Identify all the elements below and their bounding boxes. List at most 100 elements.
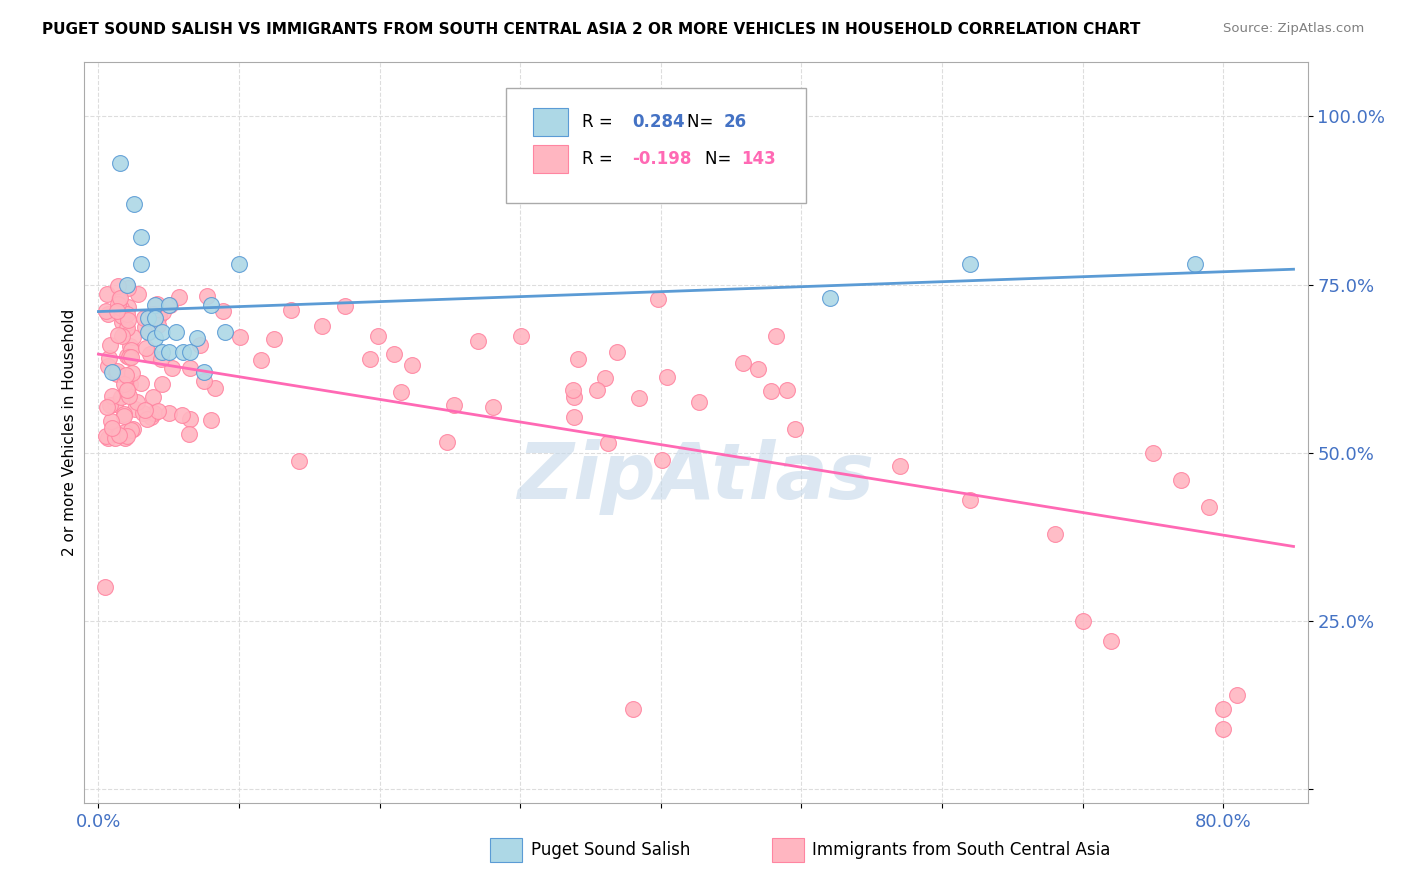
Point	[228, 330, 250, 344]
Point	[121, 423, 143, 437]
Y-axis label: 2 or more Vehicles in Household: 2 or more Vehicles in Household	[62, 309, 77, 557]
Point	[115, 277, 138, 292]
Point	[172, 344, 194, 359]
Point	[139, 409, 162, 424]
Point	[103, 427, 125, 442]
Point	[761, 384, 783, 398]
Point	[112, 409, 135, 424]
Point	[747, 361, 769, 376]
Point	[157, 406, 180, 420]
Point	[1099, 634, 1122, 648]
Text: ZipAtlas: ZipAtlas	[517, 439, 875, 515]
Point	[481, 400, 503, 414]
Point	[401, 359, 423, 373]
FancyBboxPatch shape	[491, 838, 522, 862]
Point	[117, 313, 139, 327]
Text: 143: 143	[741, 151, 776, 169]
Point	[150, 325, 173, 339]
Point	[1142, 446, 1164, 460]
Point	[129, 257, 152, 271]
Point	[105, 366, 128, 380]
Point	[134, 402, 156, 417]
Point	[467, 334, 489, 348]
Point	[250, 353, 273, 368]
Text: Source: ZipAtlas.com: Source: ZipAtlas.com	[1223, 22, 1364, 36]
Point	[200, 298, 222, 312]
Point	[97, 431, 120, 445]
Point	[562, 390, 585, 404]
Point	[120, 350, 142, 364]
Point	[97, 306, 120, 320]
Point	[152, 305, 174, 319]
Point	[94, 429, 117, 443]
Point	[122, 330, 145, 344]
Point	[263, 332, 285, 346]
Text: N=: N=	[704, 151, 737, 169]
Text: R =: R =	[582, 151, 619, 169]
Point	[107, 292, 129, 306]
FancyBboxPatch shape	[533, 108, 568, 136]
Point	[150, 351, 173, 366]
Point	[167, 290, 190, 304]
Point	[160, 361, 183, 376]
FancyBboxPatch shape	[506, 88, 806, 203]
Point	[96, 304, 118, 318]
Point	[125, 395, 148, 409]
Point	[367, 329, 389, 343]
Point	[114, 425, 136, 440]
Point	[107, 297, 129, 311]
Point	[142, 307, 165, 321]
Point	[107, 328, 129, 343]
Point	[200, 412, 222, 426]
Point	[280, 302, 302, 317]
Point	[143, 311, 166, 326]
Point	[118, 389, 141, 403]
Point	[94, 581, 117, 595]
Point	[105, 368, 128, 382]
Point	[101, 421, 124, 435]
Point	[959, 492, 981, 507]
Point	[150, 377, 173, 392]
Point	[115, 321, 138, 335]
Point	[647, 292, 669, 306]
Text: 26: 26	[724, 113, 747, 131]
Point	[212, 303, 235, 318]
Point	[177, 426, 200, 441]
Text: PUGET SOUND SALISH VS IMMIGRANTS FROM SOUTH CENTRAL ASIA 2 OR MORE VEHICLES IN H: PUGET SOUND SALISH VS IMMIGRANTS FROM SO…	[42, 22, 1140, 37]
Text: Immigrants from South Central Asia: Immigrants from South Central Asia	[813, 841, 1111, 859]
Point	[1212, 722, 1234, 736]
Point	[110, 390, 132, 404]
Point	[179, 344, 201, 359]
Point	[172, 408, 194, 422]
Point	[1198, 500, 1220, 514]
Point	[129, 230, 152, 244]
Point	[112, 407, 135, 421]
Point	[121, 366, 143, 380]
Point	[288, 454, 311, 468]
Point	[139, 347, 162, 361]
Point	[148, 318, 170, 333]
Point	[142, 390, 165, 404]
Point	[111, 309, 134, 323]
Point	[186, 331, 208, 345]
Point	[136, 411, 159, 425]
Text: N=: N=	[688, 113, 718, 131]
Point	[765, 328, 787, 343]
Point	[118, 339, 141, 353]
Point	[384, 347, 406, 361]
Point	[598, 436, 620, 450]
Point	[157, 298, 180, 312]
Point	[146, 404, 169, 418]
Point	[157, 344, 180, 359]
Point	[121, 343, 143, 358]
Point	[135, 341, 157, 355]
Point	[214, 325, 236, 339]
Point	[112, 376, 135, 391]
Point	[359, 351, 381, 366]
Point	[783, 422, 806, 436]
Point	[1170, 473, 1192, 487]
Point	[105, 364, 128, 378]
Point	[100, 414, 122, 428]
Point	[134, 319, 156, 334]
Point	[101, 389, 124, 403]
